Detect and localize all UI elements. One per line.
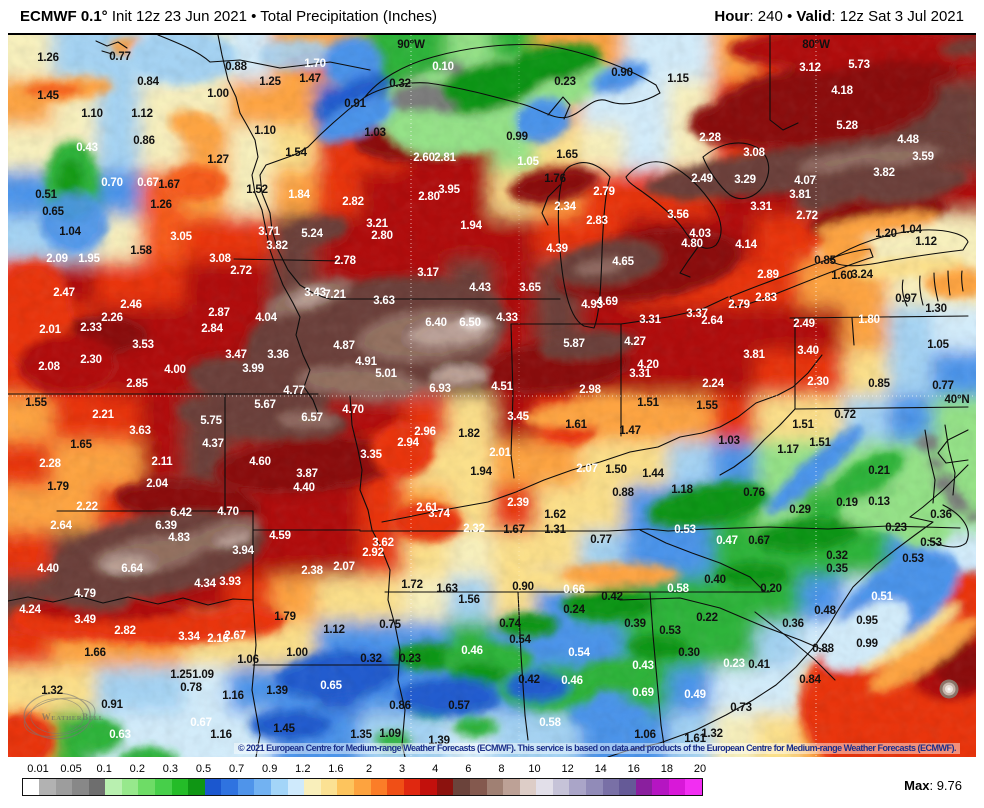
svg-text:Analytics LLC: Analytics LLC (69, 723, 94, 728)
svg-text:WEATHERBELL: WEATHERBELL (42, 712, 104, 722)
